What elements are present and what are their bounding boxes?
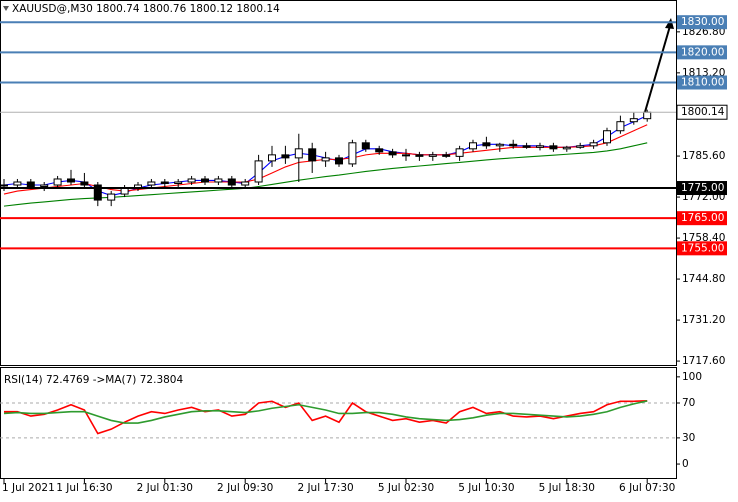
- arrow-head: [665, 18, 674, 29]
- last-price-label: 1800.14: [681, 106, 725, 118]
- x-tick-label: 5 Jul 18:30: [539, 482, 595, 494]
- candle-body: [509, 143, 518, 147]
- x-tick-label: 2 Jul 01:30: [137, 482, 193, 494]
- candle-body: [455, 148, 464, 157]
- y-tick-label: 100: [682, 371, 702, 383]
- candle-body: [415, 154, 424, 157]
- candle-body: [375, 148, 384, 153]
- candle-body: [294, 148, 303, 159]
- candle-body: [147, 181, 156, 186]
- candle-body: [308, 148, 317, 162]
- symbol-icon: [3, 6, 9, 11]
- candle-body: [469, 142, 477, 150]
- level-label: 1810.00: [681, 76, 724, 88]
- candle-body: [361, 142, 370, 150]
- indicator-line: [3, 400, 648, 424]
- y-tick-label: 1731.20: [682, 314, 725, 326]
- candle-body: [13, 181, 22, 186]
- level-box: [677, 181, 727, 196]
- level-label: 1820.00: [681, 46, 724, 58]
- indicator-line: [4, 400, 648, 435]
- candle-body: [67, 178, 75, 183]
- x-tick-label: 2 Jul 17:30: [297, 482, 353, 494]
- x-tick-label: 1 Jul 2021: [2, 482, 55, 494]
- x-tick-label: 2 Jul 09:30: [217, 482, 273, 494]
- candle-body: [187, 178, 196, 183]
- y-tick-label: 1744.80: [682, 273, 725, 285]
- candle-body: [321, 157, 330, 162]
- y-tick-label: 1758.40: [682, 232, 725, 244]
- candle-body: [174, 181, 183, 184]
- candle-body: [40, 184, 49, 188]
- y-tick-label: 70: [682, 397, 695, 409]
- candle-body: [201, 178, 209, 183]
- candle-body: [107, 193, 116, 201]
- candle-body: [643, 111, 652, 120]
- candle-body: [616, 121, 625, 132]
- candle-body: [214, 178, 223, 183]
- x-tick-label: 6 Jul 07:30: [619, 482, 675, 494]
- candle-body: [549, 145, 558, 150]
- level-label: 1775.00: [681, 182, 724, 194]
- main-panel: [0, 0, 677, 366]
- candle-body: [80, 181, 89, 186]
- candle-body: [0, 184, 8, 187]
- x-tick-label: 5 Jul 02:30: [378, 482, 434, 494]
- level-label: 1830.00: [681, 16, 724, 28]
- candle-body: [576, 145, 585, 148]
- candle-body: [335, 157, 343, 165]
- candle-body: [254, 160, 263, 183]
- rsi-panel: [0, 367, 677, 479]
- candle-body: [268, 154, 276, 162]
- candle-body: [562, 146, 571, 150]
- level-box: [677, 45, 727, 60]
- arrow-line: [644, 25, 671, 113]
- candle-body: [495, 143, 504, 147]
- level-box: [677, 15, 727, 30]
- last-price-box: [676, 104, 728, 120]
- candle-body: [241, 181, 250, 186]
- candle-body: [428, 154, 437, 157]
- candle-body: [53, 178, 62, 186]
- rsi-title: RSI(14) 72.4769 ->MA(7) 72.3804: [4, 374, 183, 386]
- level-box: [677, 241, 727, 256]
- candle-body: [402, 154, 410, 157]
- level-label: 1765.00: [681, 212, 724, 224]
- candle-body: [348, 142, 357, 165]
- x-tick-label: 1 Jul 16:30: [56, 482, 112, 494]
- candle-body: [227, 178, 236, 186]
- candle-body: [603, 130, 611, 144]
- level-label: 1755.00: [681, 242, 724, 254]
- candle-body: [26, 181, 35, 188]
- candle-body: [388, 151, 397, 156]
- candle-body: [442, 154, 451, 157]
- candle-body: [482, 142, 491, 147]
- candle-body: [93, 184, 102, 201]
- y-tick-label: 30: [682, 432, 695, 444]
- x-tick-label: 5 Jul 10:30: [458, 482, 514, 494]
- candle-body: [589, 142, 598, 147]
- candle-body: [522, 145, 531, 148]
- chart-title: XAUUSD@,M30 1800.74 1800.76 1800.12 1800…: [12, 3, 280, 15]
- y-tick-label: 1785.60: [682, 150, 725, 162]
- y-tick-label: 0: [682, 458, 689, 470]
- candle-body: [160, 181, 169, 184]
- candle-body: [536, 145, 544, 148]
- level-box: [677, 75, 727, 90]
- level-box: [677, 211, 727, 226]
- y-tick-label: 1717.60: [682, 355, 725, 367]
- candle-body: [281, 154, 290, 159]
- candle-body: [629, 118, 638, 123]
